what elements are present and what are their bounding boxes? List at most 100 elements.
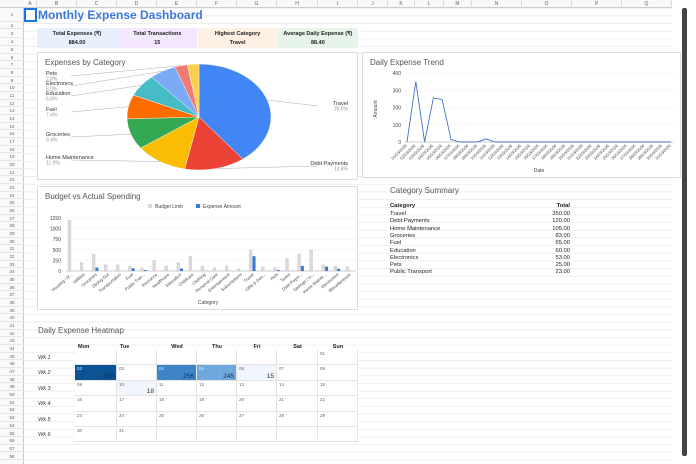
row-header-50[interactable]: 50 — [0, 391, 24, 399]
heatmap-cell[interactable] — [75, 350, 117, 366]
bar-budget[interactable] — [333, 265, 337, 272]
heatmap-cell[interactable]: 06 15 — [237, 365, 277, 381]
column-header-N[interactable]: N — [472, 0, 522, 8]
row-header-33[interactable]: 33 — [0, 261, 24, 269]
row-header-13[interactable]: 13 — [0, 107, 24, 116]
column-header-H[interactable]: H — [277, 0, 318, 8]
heatmap-cell[interactable]: 27 — [237, 411, 277, 427]
row-header-58[interactable]: 58 — [0, 453, 24, 461]
heatmap-cell[interactable]: 01 — [318, 350, 358, 366]
bar-budget[interactable] — [128, 265, 132, 272]
legend-label[interactable]: Budget Limit — [155, 204, 183, 210]
heatmap-cell[interactable]: 14 — [277, 380, 318, 397]
row-header-15[interactable]: 15 — [0, 123, 24, 131]
row-header-48[interactable]: 48 — [0, 376, 24, 384]
column-header-P[interactable]: P — [572, 0, 622, 8]
bar-budget[interactable] — [321, 264, 325, 272]
row-header-3[interactable]: 3 — [0, 29, 24, 38]
heatmap-cell[interactable]: 21 — [277, 396, 318, 412]
row-header-30[interactable]: 30 — [0, 238, 24, 246]
legend-label[interactable]: Expense Amount — [203, 204, 241, 210]
row-header-42[interactable]: 42 — [0, 330, 24, 338]
row-header-32[interactable]: 32 — [0, 253, 24, 261]
bar-expense[interactable] — [252, 256, 256, 271]
row-header-57[interactable]: 57 — [0, 445, 24, 453]
bar-budget[interactable] — [79, 262, 84, 272]
heatmap-cell[interactable] — [277, 350, 318, 366]
row-header-40[interactable]: 40 — [0, 314, 24, 323]
row-header-1[interactable]: 1 — [0, 8, 24, 22]
bar-budget[interactable] — [200, 265, 205, 272]
selected-cell-a1[interactable] — [24, 8, 37, 22]
heatmap-cell[interactable]: 20 — [237, 396, 277, 412]
heatmap-cell[interactable]: 29 — [318, 411, 358, 427]
row-header-19[interactable]: 19 — [0, 153, 24, 162]
heatmap-cell[interactable]: 23 — [75, 411, 117, 427]
heatmap-cell[interactable] — [318, 427, 358, 443]
column-header-J[interactable]: J — [358, 0, 388, 8]
bar-budget[interactable] — [309, 249, 313, 272]
column-header-L[interactable]: L — [415, 0, 444, 8]
row-header-43[interactable]: 43 — [0, 337, 24, 346]
bar-chart-card[interactable]: Budget vs Actual Spending 0 250 500 750 1000… — [37, 186, 358, 310]
row-header-18[interactable]: 18 — [0, 146, 24, 154]
row-header-7[interactable]: 7 — [0, 61, 24, 69]
row-header-37[interactable]: 37 — [0, 291, 24, 300]
row-header-29[interactable]: 29 — [0, 230, 24, 238]
row-header-5[interactable]: 5 — [0, 46, 24, 54]
bar-budget[interactable] — [285, 258, 289, 272]
heatmap-cell[interactable]: 19 — [197, 396, 237, 412]
heatmap-cell[interactable]: 18 — [157, 396, 197, 412]
heatmap-cell[interactable]: 24 — [117, 411, 157, 427]
heatmap-cell[interactable]: 07 — [277, 365, 318, 381]
column-header-I[interactable]: I — [318, 0, 358, 8]
heatmap-cell[interactable]: 02 350 — [75, 365, 117, 381]
vertical-scrollbar[interactable] — [682, 8, 687, 456]
row-header-38[interactable]: 38 — [0, 299, 24, 307]
row-header-27[interactable]: 27 — [0, 215, 24, 223]
row-header-44[interactable]: 44 — [0, 345, 24, 353]
column-header-C[interactable]: C — [77, 0, 117, 8]
bar-budget[interactable] — [345, 266, 350, 272]
heatmap-cell[interactable] — [277, 427, 318, 443]
row-header-39[interactable]: 39 — [0, 307, 24, 315]
row-header-34[interactable]: 34 — [0, 268, 24, 277]
column-header-B[interactable]: B — [37, 0, 77, 8]
bar-expense[interactable] — [180, 268, 184, 271]
row-header-11[interactable]: 11 — [0, 92, 24, 100]
row-header-2[interactable]: 2 — [0, 22, 24, 29]
row-header-9[interactable]: 9 — [0, 77, 24, 85]
row-header-49[interactable]: 49 — [0, 383, 24, 392]
bar-budget[interactable] — [273, 267, 277, 272]
row-header-41[interactable]: 41 — [0, 322, 24, 330]
bar-budget[interactable] — [116, 264, 120, 272]
row-header-28[interactable]: 28 — [0, 222, 24, 231]
row-header-47[interactable]: 47 — [0, 368, 24, 376]
heatmap-cell[interactable]: 12 — [197, 380, 237, 397]
heatmap-cell[interactable]: 28 — [277, 411, 318, 427]
row-header-23[interactable]: 23 — [0, 184, 24, 192]
heatmap-cell[interactable]: 08 — [318, 365, 358, 381]
bar-budget[interactable] — [67, 220, 72, 272]
bar-budget[interactable] — [176, 262, 180, 272]
column-header-F[interactable]: F — [197, 0, 237, 8]
row-header-25[interactable]: 25 — [0, 199, 24, 208]
row-header-53[interactable]: 53 — [0, 414, 24, 422]
bar-expense[interactable] — [131, 268, 135, 271]
column-header-K[interactable]: K — [388, 0, 415, 8]
row-header-16[interactable]: 16 — [0, 130, 24, 139]
heatmap-cell[interactable] — [237, 350, 277, 366]
bar-expense[interactable] — [276, 269, 280, 271]
bar-expense[interactable] — [143, 270, 147, 271]
bar-budget[interactable] — [224, 265, 229, 272]
heatmap-cell[interactable]: 10 18 — [117, 380, 157, 397]
heatmap-cell[interactable]: 05 245 — [197, 365, 237, 381]
row-header-4[interactable]: 4 — [0, 38, 24, 46]
heatmap-cell[interactable]: 04 256 — [157, 365, 197, 381]
row-header-12[interactable]: 12 — [0, 100, 24, 108]
column-header-A[interactable]: A — [24, 0, 37, 8]
bar-budget[interactable] — [297, 253, 301, 272]
heatmap-cell[interactable] — [237, 427, 277, 443]
heatmap-cell[interactable]: 31 — [117, 427, 157, 443]
bar-expense[interactable] — [337, 268, 341, 271]
